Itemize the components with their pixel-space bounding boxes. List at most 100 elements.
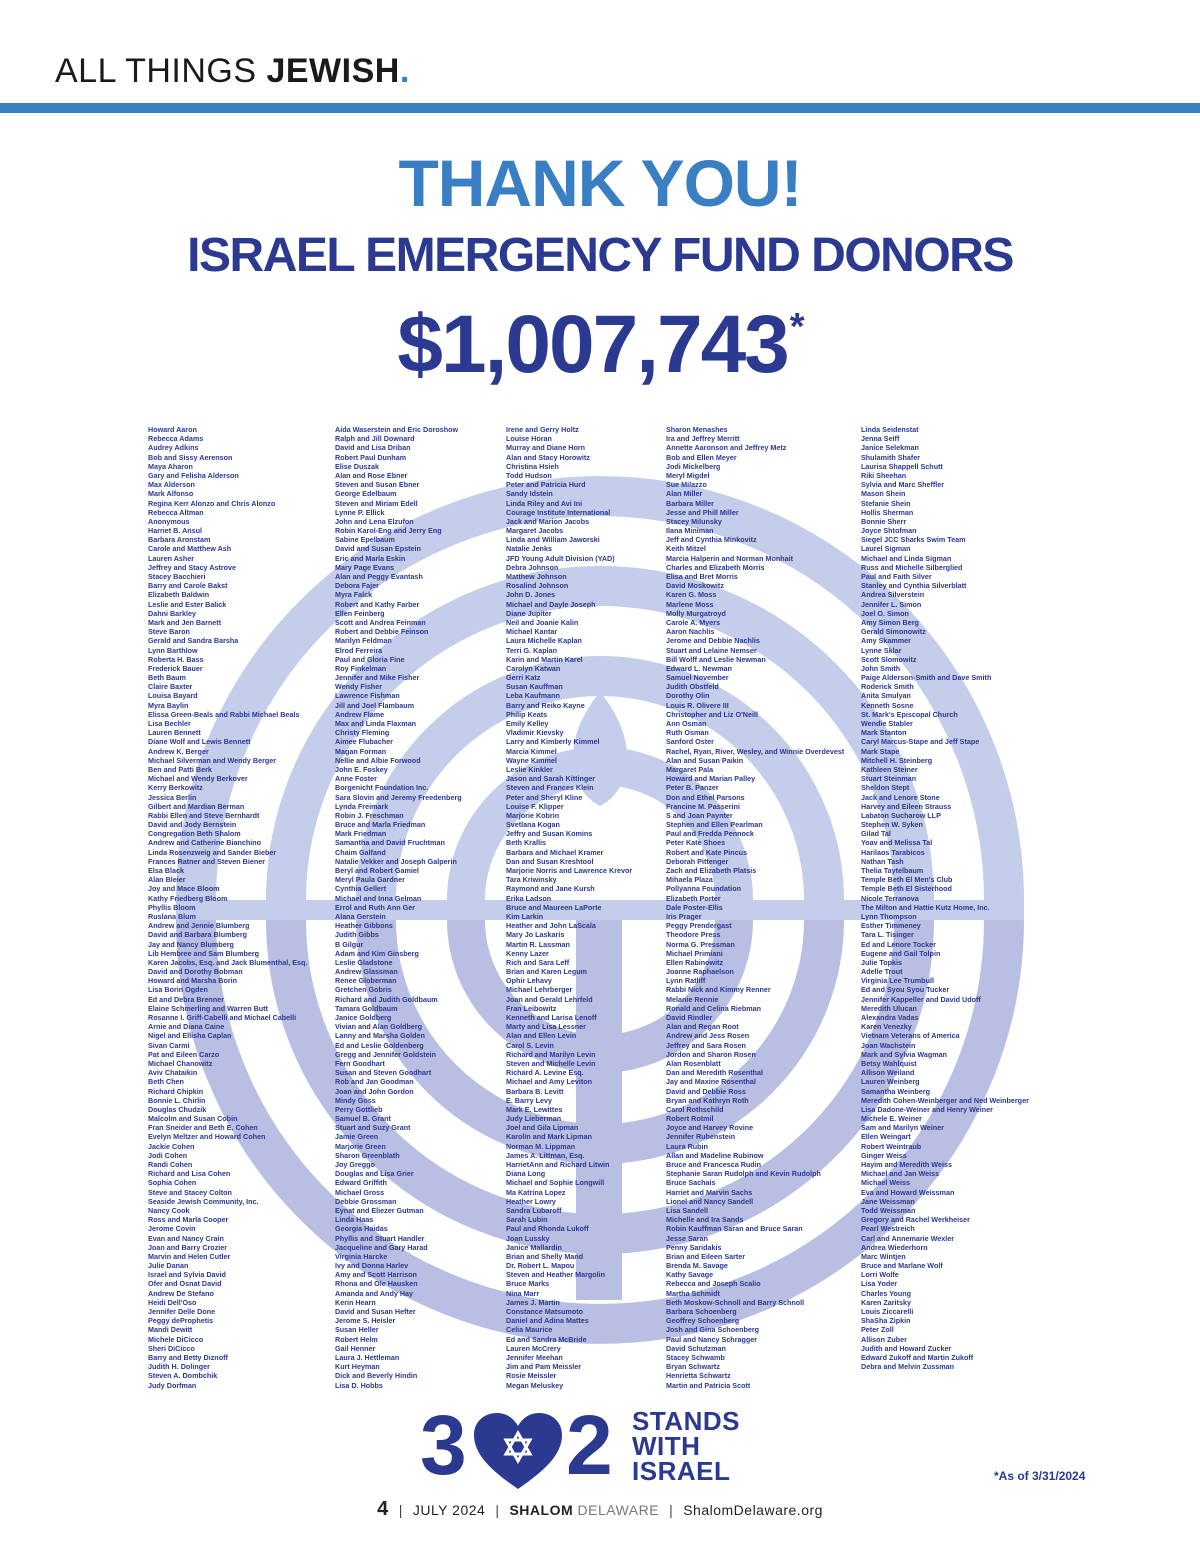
donor-name: Steven and Miriam Edell	[335, 498, 418, 508]
donor-name: Judith and Howard Zucker	[861, 1343, 952, 1353]
donor-name: Leba Kaufmann	[506, 691, 560, 701]
donor-name: Mark Stape	[861, 746, 900, 756]
donor-name: Janice Mallardin	[506, 1242, 562, 1252]
donor-name: Janice Goldberg	[335, 1013, 392, 1022]
donor-name: Bruce and Francesca Rudin	[666, 1160, 762, 1169]
donor-name: Elaine Schmerling and Warren Butt	[148, 1003, 268, 1013]
donor-name: Ira and Jeffrey Merritt	[666, 434, 740, 444]
donor-name: Stuart and Suzy Grant	[335, 1123, 411, 1133]
donor-name: Michael and Linda Sigman	[861, 553, 952, 563]
donor-column-5: Linda Seidenstat Jenna Seiff Janice Selekm…	[861, 425, 1029, 1371]
donor-name: Marilyn Feldman	[335, 636, 392, 646]
donor-name: Christy Fleming	[335, 728, 390, 738]
donor-name: Josh and Gina Schoenberg	[666, 1325, 760, 1335]
donor-name: Lauren Asher	[148, 553, 195, 563]
donor-name: Errol and Ruth Ann Ger	[335, 902, 415, 912]
donor-name: Elissa Green-Beals and Rabbi Michael Bea…	[148, 709, 300, 719]
donor-name: Kerry Berkowitz	[148, 783, 203, 793]
donor-name: Christopher and Liz O'Neill	[666, 709, 758, 719]
donor-name: Ross and Marla Cooper	[148, 1215, 229, 1225]
donor-name: Peter and Sheryl Kline	[506, 792, 583, 802]
donor-name: Ed and Syou Syou Tucker	[861, 985, 950, 995]
donor-name: Roy Finkelman	[335, 663, 387, 673]
donor-name: Peter B. Panzer	[666, 783, 719, 793]
donor-name: Kathy Friedberg Bloom	[148, 893, 228, 903]
donor-name: Sabine Epelbaum	[335, 535, 395, 545]
donor-name: Richard and Judith Goldbaum	[335, 994, 438, 1004]
donor-name: Martin and Patricia Scott	[666, 1380, 751, 1390]
donor-name: Daniel and Adina Mattes	[506, 1316, 589, 1326]
donor-name: Ed and Debra Brenner	[148, 994, 224, 1004]
donor-name: Malcolm and Susan Cobin	[148, 1114, 238, 1124]
donor-name: Todd Weissman	[861, 1205, 916, 1215]
donor-name: Charles and Elizabeth Morris	[666, 562, 765, 572]
donor-name: Georgia Haidas	[335, 1224, 388, 1234]
donor-name: Gregory and Rachel Werkheiser	[861, 1215, 970, 1225]
donor-name: Gerald and Sandra Barsha	[148, 636, 239, 646]
donor-name: Bonnie L. Chirlin	[148, 1095, 206, 1105]
donor-name: Linda Riley and Avi Ini	[506, 498, 583, 508]
donor-name: Ed and Lenore Tocker	[861, 939, 936, 949]
donor-name: Irene and Gerry Holtz	[506, 425, 579, 434]
donor-name: Meredith Cohen-Weinberger and Ned Weinbe…	[861, 1095, 1029, 1105]
donor-name: B Gilgur	[335, 939, 364, 949]
donor-name: Gary and Felisha Alderson	[148, 470, 239, 480]
donor-name: Lynne Sklar	[861, 645, 902, 655]
donor-name: Robert and Kathy Farber	[335, 599, 420, 609]
donor-name: Margaret Pala	[666, 764, 714, 774]
donor-name: Amanda and Andy Hay	[335, 1288, 414, 1298]
donor-name: Adam and Kim Ginsberg	[335, 948, 419, 958]
donor-name: Michele DiCicco	[148, 1334, 204, 1344]
donor-name: Renee Globerman	[335, 976, 397, 986]
donor-name: Debbie Grossman	[335, 1196, 397, 1206]
donor-name: Mark and Jen Barnett	[148, 617, 222, 627]
donor-name: Jodi Mickelberg	[666, 461, 721, 471]
donor-name: Raymond and Jane Kursh	[506, 884, 595, 894]
donor-name: Edward Zukoff and Martin Zukoff	[861, 1352, 974, 1362]
donor-name: Elise Duszak	[335, 461, 379, 471]
donor-name: Karen Zaritsky	[861, 1297, 911, 1307]
donor-name: Howard and Marian Palley	[666, 774, 756, 784]
donor-name: Douglas and Lisa Grier	[335, 1169, 414, 1179]
donor-name: Francine M. Passerini	[666, 801, 740, 811]
donor-name: Alan and Rose Ebner	[335, 470, 408, 480]
donor-name: Alan and Susan Paikin	[666, 755, 744, 765]
donor-name: Michael Silverman and Wendy Berger	[148, 755, 277, 765]
donor-name: Barry and Betty Diznoff	[148, 1352, 228, 1362]
donor-name: Allan and Madeline Rubinow	[666, 1150, 764, 1160]
donor-name: Virginia Lee Trumbull	[861, 976, 934, 986]
donor-name: Joan Wachstein	[861, 1040, 916, 1050]
donor-name: Linda and William Jaworski	[506, 535, 600, 545]
donor-name: Barbara Miller	[666, 498, 714, 508]
donor-name: Claire Baxter	[148, 682, 193, 692]
donor-name: Alana Gerstein	[335, 911, 386, 921]
masthead-logo: ALL THINGS JEWISH.	[55, 52, 410, 90]
donor-name: Louisa Bayard	[148, 691, 198, 701]
donor-name: Michael Chanowitz	[148, 1058, 213, 1068]
donor-name: Steve and Stacey Colton	[148, 1187, 232, 1197]
donor-name: Ilana Miniman	[666, 526, 714, 536]
donor-name: Joyce and Harvey Rovine	[666, 1123, 754, 1133]
donor-name: Bruce and Maureen LaPorte	[506, 902, 602, 912]
donor-name: Jay and Maxine Rosenthal	[666, 1077, 756, 1087]
donor-name: Bob and Sissy Aerenson	[148, 452, 233, 462]
donor-name: Jessica Berlin	[148, 792, 197, 802]
donor-name: Elisa and Bret Morris	[666, 572, 738, 581]
donor-name: Vietnam Veterans of America	[861, 1031, 960, 1041]
donor-name: Rebecca Altman	[148, 507, 204, 517]
donor-name: Robert Weintraub	[861, 1141, 922, 1151]
donor-name: Norma G. Pressman	[666, 939, 735, 949]
donor-name: Christina Hsieh	[506, 461, 559, 471]
donor-name: Harvey and Eileen Strauss	[861, 801, 952, 811]
donor-name: Jeffry and Susan Komins	[506, 829, 593, 839]
donor-name: Jerome S. Heisler	[335, 1316, 396, 1326]
website-link[interactable]: ShalomDelaware.org	[683, 1502, 823, 1518]
donor-name: Congregation Beth Shalom	[148, 829, 241, 839]
donor-name: Jay and Nancy Blumberg	[148, 939, 234, 949]
donor-name: Kim Larkin	[506, 911, 544, 921]
donor-name: Dale Poster-Ellis	[666, 902, 723, 912]
donor-name: Alan and Peggy Evantash	[335, 572, 423, 581]
donor-name: Jennifer Kappeller and David Udoff	[861, 994, 981, 1004]
donor-name: Murray and Diane Horn	[506, 443, 586, 453]
donor-name: Samantha Weinberg	[861, 1086, 930, 1096]
